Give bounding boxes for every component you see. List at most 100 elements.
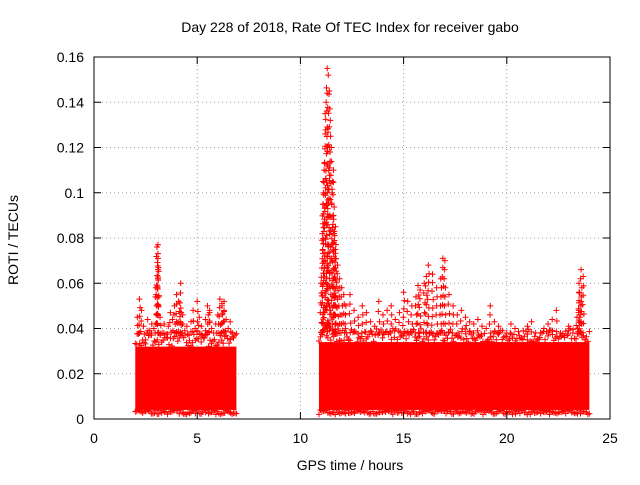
data-point: [204, 302, 211, 309]
data-point: [323, 99, 330, 106]
band-edge-marker: [212, 342, 219, 349]
data-point: [439, 301, 446, 308]
band-edge-marker: [547, 408, 554, 415]
band-edge-marker: [223, 332, 230, 339]
data-point: [198, 323, 205, 330]
band-edge-marker: [485, 408, 492, 415]
band-edge-marker: [145, 407, 152, 414]
data-point: [545, 320, 552, 327]
data-point: [428, 322, 435, 329]
band-edge-marker: [412, 334, 419, 341]
axis-layer: 0 5 10 15 20 25 0 0.02 0.04 0.06 0.08 0.1 0.12 0.14 0.…: [57, 49, 618, 446]
band-edge-marker: [179, 409, 186, 416]
x-tick-label: 5: [193, 430, 201, 446]
band-edge-marker: [195, 335, 202, 342]
data-point: [384, 307, 391, 314]
data-point: [439, 273, 446, 280]
chart-title: Day 228 of 2018, Rate Of TEC Index for r…: [181, 19, 519, 35]
data-point: [160, 330, 167, 337]
band-edge-marker: [410, 326, 417, 333]
data-point: [326, 105, 333, 112]
data-point: [155, 330, 162, 337]
data-point: [470, 330, 477, 337]
data-point: [576, 289, 583, 296]
data-point: [332, 285, 339, 292]
data-point: [429, 279, 436, 286]
data-point: [326, 172, 333, 179]
data-point: [446, 291, 453, 298]
data-point: [336, 275, 343, 282]
data-point: [470, 320, 477, 327]
data-point: [320, 316, 327, 323]
data-point: [420, 290, 427, 297]
band-edge-marker: [364, 409, 371, 416]
band-edge-marker: [389, 411, 396, 418]
band-edge-marker: [445, 407, 452, 414]
data-point: [486, 320, 493, 327]
data-point: [569, 330, 576, 337]
band-edge-marker: [233, 330, 240, 337]
data-point: [392, 316, 399, 323]
data-point: [351, 307, 358, 314]
data-point: [358, 330, 365, 337]
band-edge-marker: [509, 335, 516, 342]
data-point: [333, 268, 340, 275]
data-point: [359, 302, 366, 309]
band-edge-marker: [195, 407, 202, 414]
data-point: [423, 292, 430, 299]
data-point: [177, 290, 184, 297]
data-point: [446, 320, 453, 327]
data-point: [371, 323, 378, 330]
band-edge-marker: [573, 335, 580, 342]
data-point: [415, 329, 422, 336]
data-point: [458, 307, 465, 314]
data-point: [327, 133, 334, 140]
band-edge-marker: [366, 411, 373, 418]
band-edge-marker: [355, 334, 362, 341]
data-point: [198, 331, 205, 338]
data-point: [327, 255, 334, 262]
data-point: [399, 322, 406, 329]
data-point: [401, 330, 408, 337]
data-point: [320, 189, 327, 196]
band-edge-marker: [211, 336, 218, 343]
data-point: [549, 327, 556, 334]
data-point: [367, 318, 374, 325]
data-point: [354, 330, 361, 337]
band-edge-marker: [515, 328, 522, 335]
data-point: [194, 308, 201, 315]
data-point: [157, 322, 164, 329]
band-edge-marker: [494, 330, 501, 337]
data-point: [414, 310, 421, 317]
data-point: [557, 330, 564, 337]
data-point: [582, 336, 589, 343]
data-point: [322, 257, 329, 264]
data-point: [322, 290, 329, 297]
band-edge-marker: [524, 336, 531, 343]
data-point: [161, 320, 168, 327]
data-point: [576, 307, 583, 314]
data-point: [321, 159, 328, 166]
data-point: [155, 302, 162, 309]
band-edge-marker: [453, 407, 460, 414]
data-point: [575, 328, 582, 335]
data-point: [326, 227, 333, 234]
band-edge-marker: [542, 336, 549, 343]
data-point: [375, 308, 382, 315]
data-point: [440, 292, 447, 299]
data-point: [154, 284, 161, 291]
band-edge-marker: [165, 341, 172, 348]
data-point: [324, 196, 331, 203]
band-edge-marker: [180, 334, 187, 341]
data-point: [320, 258, 327, 265]
band-edge-marker: [583, 333, 590, 340]
data-point: [483, 325, 490, 332]
band-edge-marker: [168, 408, 175, 415]
data-point: [414, 320, 421, 327]
x-tick-label: 0: [90, 430, 98, 446]
band-edge-marker: [344, 407, 351, 414]
data-point: [325, 297, 332, 304]
data-point: [368, 328, 375, 335]
